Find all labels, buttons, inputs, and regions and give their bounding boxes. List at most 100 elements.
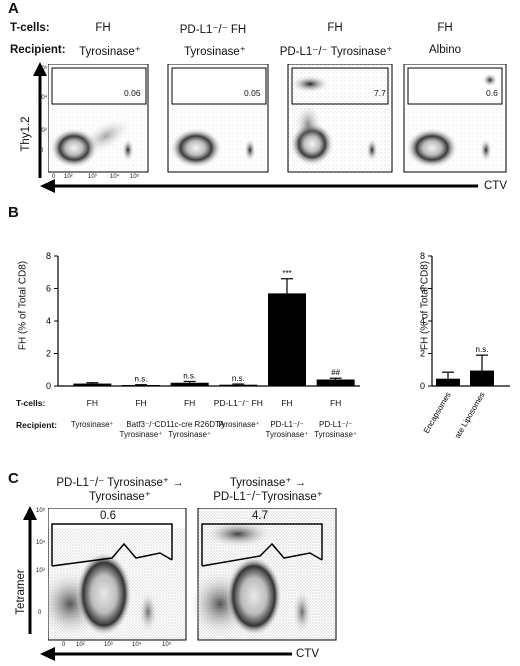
b-tcell-label: PD-L1⁻/⁻ FH bbox=[213, 398, 263, 408]
b2-bar bbox=[436, 378, 460, 386]
panel-a-col1-tcell: FH bbox=[95, 22, 111, 34]
panel-a-y-label: Thy1.2 bbox=[20, 116, 32, 152]
b-significance: *** bbox=[282, 269, 291, 278]
panel-b-right-ylabel: FH (% of Total CD8) bbox=[419, 260, 431, 351]
panel-a-x-axis bbox=[40, 179, 478, 193]
b-y-tick-label: 6 bbox=[46, 284, 51, 294]
panel-a-flow-plots bbox=[48, 64, 507, 173]
b-y-tick-label: 8 bbox=[46, 251, 51, 261]
panel-a-plot-2 bbox=[167, 64, 269, 173]
panel-c-y-tick-2: 10⁴ bbox=[36, 540, 46, 546]
panel-c-y-tick-1: 10⁵ bbox=[36, 508, 46, 514]
panel-c-plot1-title-2: Tyrosinase⁺ bbox=[89, 491, 151, 503]
panel-c-x-tick-5: 10⁵ bbox=[162, 642, 172, 648]
b-recipient-label: PD-L1⁻/⁻ Tyrosinase⁺ bbox=[314, 420, 358, 439]
b-bar bbox=[219, 384, 258, 386]
panel-c-plot-1 bbox=[48, 508, 187, 641]
b-bar bbox=[170, 382, 209, 386]
b-tcell-label: FH bbox=[86, 398, 98, 408]
b-tcell-label: FH bbox=[329, 398, 342, 408]
b-tcell-label: FH bbox=[135, 398, 147, 408]
panel-a-x-tick-3: 10³ bbox=[88, 174, 97, 180]
panel-c-x-tick-3: 10³ bbox=[104, 642, 113, 648]
panel-c-y-label: Tetramer bbox=[15, 569, 27, 615]
b-significance: n.s. bbox=[232, 374, 245, 383]
panel-c-plot-2 bbox=[186, 508, 337, 641]
panel-a-x-tick-4: 10⁴ bbox=[110, 174, 120, 180]
b-y-tick-label: 4 bbox=[46, 316, 51, 326]
panel-a-gate-2: 0.05 bbox=[244, 88, 261, 98]
b2-y-tick-label: 2 bbox=[420, 349, 425, 359]
panel-b-tcells-label: T-cells: bbox=[16, 398, 46, 408]
b2-y-tick-label: 4 bbox=[420, 316, 425, 326]
panel-a-plot-1 bbox=[48, 64, 149, 173]
panel-c-plot2-title-2: PD-L1⁻/⁻Tyrosinase⁺ bbox=[213, 491, 323, 503]
panel-a-plot-3 bbox=[287, 64, 393, 173]
panel-a-gate-3: 7.7 bbox=[374, 88, 386, 98]
b2-y-tick-label: 6 bbox=[420, 284, 425, 294]
panel-a-tcells-label: T-cells: bbox=[10, 22, 50, 34]
b-bar bbox=[268, 293, 306, 386]
panel-a-gate-4: 0.6 bbox=[486, 88, 498, 98]
panel-b-main-chart: 0 2 4 6 8 n.s. n.s. n.s. *** ## bbox=[46, 251, 360, 391]
panel-c-y-tick-4: 0 bbox=[38, 610, 42, 616]
panel-a-y-tick-1: 10⁵ bbox=[38, 66, 48, 72]
panel-c-y-tick-3: 10³ bbox=[36, 568, 45, 574]
panel-c-y-axis bbox=[23, 506, 37, 634]
b-significance: ## bbox=[331, 368, 340, 377]
panel-a-recipient-label: Recipient: bbox=[10, 44, 66, 56]
panel-c-x-label: CTV bbox=[296, 648, 319, 660]
b-tcell-label: FH bbox=[281, 398, 293, 408]
panel-a-y-tick-2: 10⁴ bbox=[38, 95, 48, 101]
panel-a-letter: A bbox=[8, 0, 19, 17]
b2-y-tick-label: 8 bbox=[420, 251, 425, 261]
b2-significance: n.s. bbox=[476, 345, 489, 354]
b-recipient-label: Tyrosinase⁺ bbox=[70, 420, 114, 429]
panel-c-flow-plots bbox=[48, 508, 337, 641]
b-y-tick-label: 2 bbox=[46, 349, 51, 359]
panel-a-x-tick-2: 10² bbox=[64, 174, 73, 180]
panel-a-plot-4 bbox=[403, 64, 507, 173]
panel-c-x-tick-1: 0 bbox=[62, 642, 66, 648]
panel-b-ylabel: FH (% of Total CD8) bbox=[17, 260, 29, 351]
b-y-tick-label: 0 bbox=[46, 381, 51, 391]
panel-a-col4-tcell: FH bbox=[437, 22, 453, 34]
panel-a-gate-1: 0.06 bbox=[124, 88, 141, 98]
b-tcell-label: FH bbox=[183, 398, 196, 408]
b-bar bbox=[73, 383, 112, 386]
panel-c-plot2-title-1: Tyrosinase⁺ → bbox=[229, 477, 307, 489]
panel-c-x-axis bbox=[40, 647, 292, 661]
panel-a-col3-recipient: PD-L1⁻/⁻ Tyrosinase⁺ bbox=[279, 46, 393, 58]
b-recipient-label: CD11c-cre R26DTA Tyrosinase⁺ bbox=[154, 420, 225, 439]
b-significance: n.s. bbox=[135, 375, 148, 384]
panel-c-x-tick-2: 10² bbox=[76, 642, 85, 648]
b-significance: n.s. bbox=[183, 371, 196, 380]
panel-a-y-tick-3: 10³ bbox=[38, 128, 47, 134]
panel-a-x-tick-5: 10⁵ bbox=[130, 174, 140, 180]
panel-a-x-label: CTV bbox=[484, 180, 507, 192]
b2-y-tick-label: 0 bbox=[420, 381, 425, 391]
panel-a-col1-recipient: Tyrosinase⁺ bbox=[79, 46, 141, 58]
panel-a-col3-tcell: FH bbox=[327, 22, 343, 34]
panel-c-gate-2: 4.7 bbox=[252, 510, 268, 522]
panel-a-col2-tcell: PD-L1⁻/⁻ FH bbox=[179, 24, 247, 36]
panel-a-y-tick-4: 0 bbox=[40, 148, 44, 154]
panel-c-gate-1: 0.6 bbox=[100, 510, 116, 522]
b-bar bbox=[316, 379, 355, 386]
panel-c-letter: C bbox=[8, 470, 19, 487]
panel-b-recipient-label: Recipient: bbox=[16, 420, 58, 430]
b-recipient-label: Tyrosinase⁺ bbox=[216, 420, 260, 429]
b-recipient-label: Batf3⁻/⁻ Tyrosinase⁺ bbox=[119, 420, 163, 439]
panel-a-col2-recipient: Tyrosinase⁺ bbox=[184, 46, 246, 58]
panel-b-letter: B bbox=[8, 204, 19, 221]
panel-c-plot1-title-1: PD-L1⁻/⁻ Tyrosinase⁺ → bbox=[56, 477, 184, 489]
panel-a-y-axis bbox=[33, 62, 47, 178]
panel-a-col4-recipient: Albino bbox=[429, 44, 461, 56]
b-bar bbox=[122, 385, 160, 386]
panel-c-x-tick-4: 10⁴ bbox=[132, 642, 142, 648]
panel-a-x-tick-1: 0 bbox=[52, 174, 56, 180]
b2-bar bbox=[470, 370, 494, 386]
b-recipient-label: PD-L1⁻/⁻ Tyrosinase⁺ bbox=[265, 420, 309, 439]
b2-category-label: Encapsomes bbox=[422, 391, 453, 436]
